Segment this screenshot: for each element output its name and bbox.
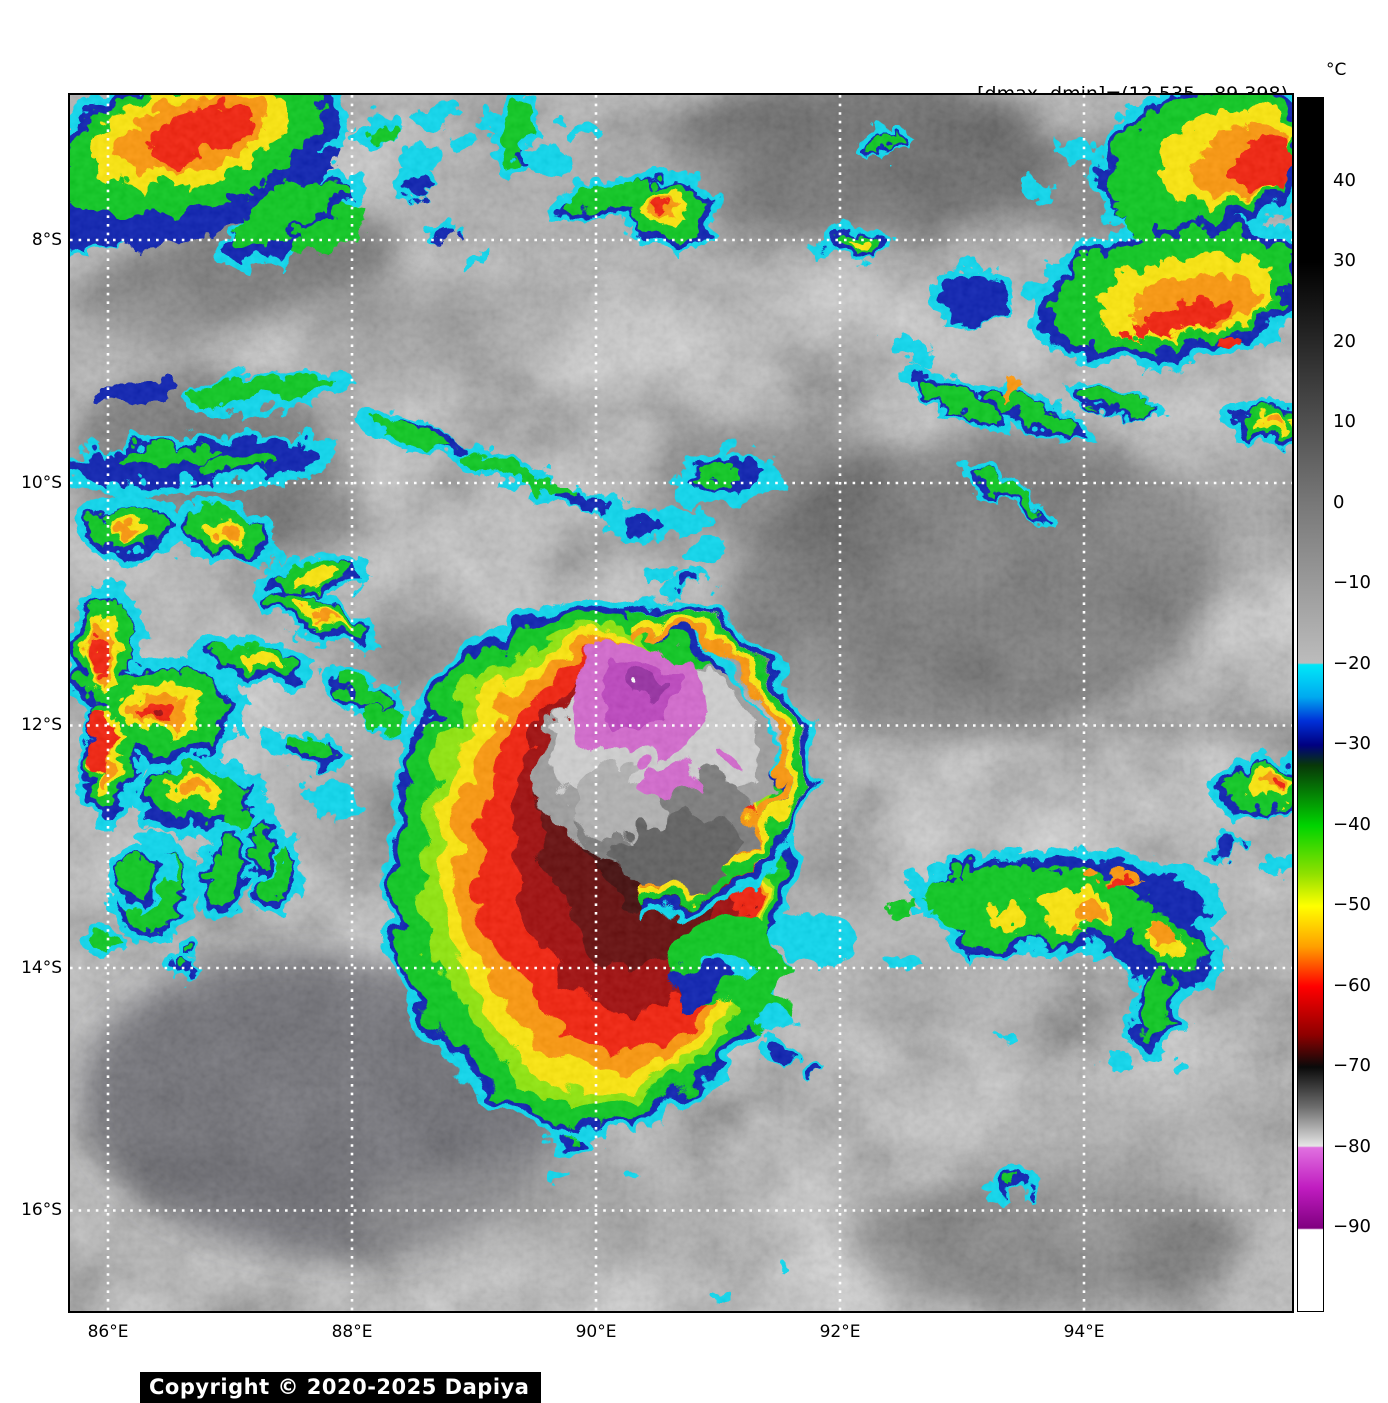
- temperature-colorbar: [1297, 97, 1324, 1312]
- latlon-gridlines: [70, 95, 1292, 1311]
- colorbar-tick-label: −10: [1333, 572, 1371, 594]
- copyright-watermark: Copyright © 2020-2025 Dapiya: [140, 1372, 542, 1403]
- lon-tick-label: 94°E: [1063, 1322, 1105, 1342]
- colorbar-tick-label: 0: [1333, 491, 1345, 513]
- colorbar-tick-label: −70: [1333, 1055, 1371, 1077]
- colorbar-tick-label: 20: [1333, 330, 1356, 352]
- colorbar-tick-label: −60: [1333, 974, 1371, 996]
- colorbar-tick-label: −80: [1333, 1135, 1371, 1157]
- satellite-viewer: { "header": { "title": "GEO-KOMPSAT-2A B…: [21, 60, 1371, 1403]
- colorbar-tick-label: 30: [1333, 250, 1356, 272]
- lat-tick-label: 16°S: [21, 1200, 62, 1221]
- colorbar-tick-label: 40: [1333, 169, 1356, 191]
- lat-tick-label: 10°S: [21, 472, 62, 493]
- colorbar-tick-label: −90: [1333, 1216, 1371, 1238]
- lat-tick-label: 8°S: [31, 230, 62, 250]
- satellite-image: [70, 95, 1292, 1311]
- lat-tick-label: 12°S: [21, 715, 62, 736]
- colorbar-tick-label: −40: [1333, 813, 1371, 835]
- colorbar-tick-label: −50: [1333, 894, 1371, 916]
- satellite-map-frame: Copyright © 2020-2025 Dapiya: [68, 93, 1294, 1403]
- colorbar-tick-label: −20: [1333, 652, 1371, 674]
- lon-tick-label: 90°E: [575, 1322, 617, 1342]
- colorbar-tick-label: −30: [1333, 733, 1371, 755]
- lat-tick-label: 14°S: [21, 957, 62, 978]
- lon-tick-label: 92°E: [819, 1322, 861, 1342]
- colorbar-unit-label: °C: [1326, 60, 1347, 80]
- lon-tick-label: 86°E: [87, 1322, 129, 1342]
- colorbar-tick-label: 10: [1333, 411, 1356, 433]
- lon-tick-label: 88°E: [331, 1322, 373, 1342]
- pixel-grain: [70, 95, 1292, 1311]
